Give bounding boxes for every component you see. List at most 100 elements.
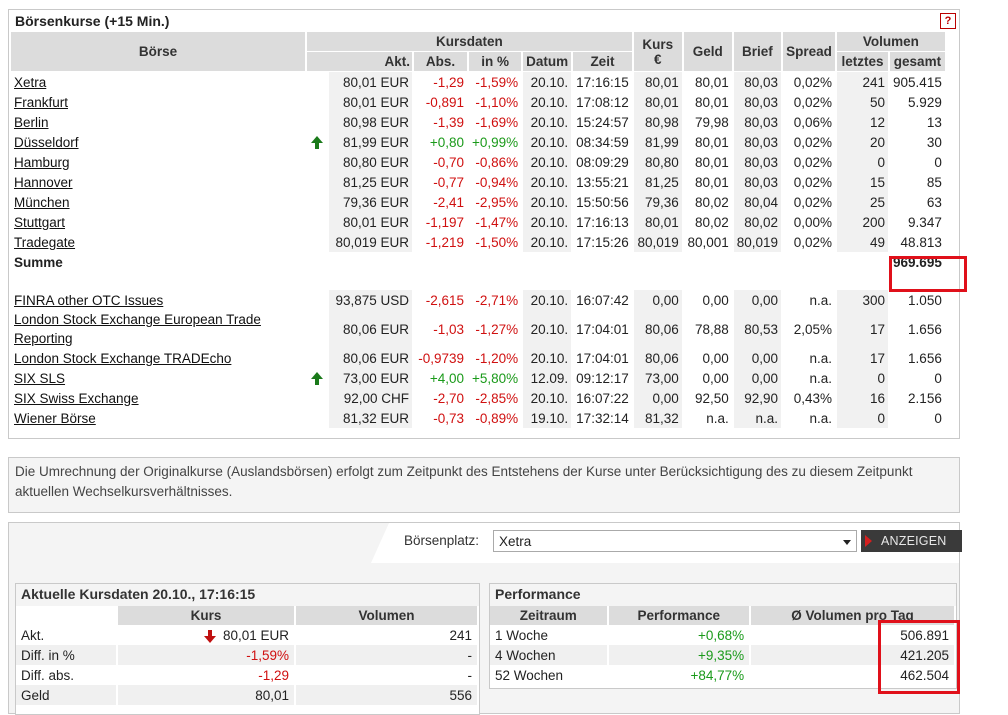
aktuelle-kursdaten-title: Aktuelle Kursdaten 20.10., 17:16:15 [16, 584, 479, 606]
exchange-link[interactable]: Hannover [14, 174, 73, 190]
table-row: SIX SLS 73,00 EUR +4,00 +5,80% 12.09. 09:12:1… [11, 368, 947, 388]
datum-cell: 20.10. [523, 112, 574, 132]
exchange-name-cell: Frankfurt [11, 92, 307, 112]
zeit-cell: 16:07:22 [573, 388, 634, 408]
geld-cell: 80,01 [683, 92, 734, 112]
perf-volumen-cell: 421.205 [751, 645, 956, 665]
col-spread[interactable]: Spread [783, 32, 838, 72]
currency-note: Die Umrechnung der Originalkurse (Auslan… [8, 457, 960, 513]
zeit-cell: 09:12:17 [573, 368, 634, 388]
perf-value-cell: +9,35% [608, 645, 752, 665]
help-button[interactable]: ? [940, 13, 956, 29]
akt-cell: 79,36 EUR [329, 192, 414, 212]
letztes-cell: 25 [837, 192, 891, 212]
exchange-link[interactable]: Xetra [14, 74, 47, 90]
trend-cell [307, 152, 329, 172]
brief-cell: 0,00 [733, 368, 784, 388]
exchange-link[interactable]: Tradegate [14, 234, 76, 250]
aktuelle-kursdaten-box: Aktuelle Kursdaten 20.10., 17:16:15 Kurs… [15, 583, 480, 715]
kurs-cell: 0,00 [633, 290, 684, 310]
letztes-cell: 50 [837, 92, 891, 112]
geld-cell: 78,88 [683, 310, 734, 348]
abs-cell: +4,00 [414, 368, 469, 388]
spread-cell: 0,02% [783, 232, 838, 252]
brief-cell: 0,00 [733, 290, 784, 310]
exchange-link[interactable]: Hamburg [14, 154, 70, 170]
datum-cell: 20.10. [523, 192, 574, 212]
aktuell-label-cell: Diff. abs. [16, 665, 118, 685]
brief-cell: 80,03 [733, 172, 784, 192]
col-gesamt[interactable]: gesamt [890, 52, 947, 72]
zeit-cell: 15:24:57 [573, 112, 634, 132]
col-boerse[interactable]: Börse [11, 32, 307, 72]
aktuell-kurs-cell: 80,01 EUR [118, 625, 296, 645]
col-datum[interactable]: Datum [523, 52, 574, 72]
exchange-link[interactable]: Düsseldorf [14, 134, 79, 150]
exchange-link[interactable]: München [14, 194, 70, 210]
geld-cell: 79,98 [683, 112, 734, 132]
selector-bar-edge [371, 523, 389, 563]
exchange-link[interactable]: FINRA other OTC Issues [14, 292, 164, 308]
akt-cell: 73,00 EUR [329, 368, 414, 388]
exchange-link[interactable]: Berlin [14, 114, 49, 130]
geld-cell: 0,00 [683, 348, 734, 368]
exchange-link[interactable]: SIX Swiss Exchange [14, 390, 139, 406]
akt-cell: 80,01 EUR [329, 92, 414, 112]
exchange-link[interactable]: SIX SLS [14, 370, 66, 386]
akt-cell: 80,80 EUR [329, 152, 414, 172]
geld-cell: 80,01 [683, 152, 734, 172]
letztes-cell: 300 [837, 290, 891, 310]
col-kurs-eur[interactable]: Kurs € [633, 32, 684, 72]
exchange-link[interactable]: London Stock Exchange TRADEcho [14, 350, 232, 366]
abs-cell: -1,29 [414, 72, 469, 92]
perf-volumen-cell: 462.504 [751, 665, 956, 685]
kurs-cell: 81,32 [633, 408, 684, 428]
letztes-cell: 0 [837, 368, 891, 388]
akt-cell: 93,875 USD [329, 290, 414, 310]
col-zeit[interactable]: Zeit [573, 52, 634, 72]
spacer-cell [11, 272, 947, 290]
pct-cell: -1,69% [469, 112, 524, 132]
anzeigen-button[interactable]: ANZEIGEN [861, 530, 962, 552]
col-abs[interactable]: Abs. [414, 52, 469, 72]
perf-zeitraum-cell: 1 Woche [490, 625, 609, 645]
aktuell-kurs-value: -1,29 [258, 667, 289, 683]
abs-cell: -0,891 [414, 92, 469, 112]
col-inpct[interactable]: in % [469, 52, 524, 72]
col-letztes[interactable]: letztes [837, 52, 891, 72]
letztes-cell: 17 [837, 310, 891, 348]
zeit-cell: 17:04:01 [573, 310, 634, 348]
aktuell-col-kurs: Kurs [118, 606, 296, 625]
spread-cell: 0,02% [783, 152, 838, 172]
col-brief[interactable]: Brief [733, 32, 784, 72]
col-geld[interactable]: Geld [683, 32, 734, 72]
col-akt[interactable]: Akt. [307, 52, 414, 72]
table-row: Stuttgart 80,01 EUR -1,197 -1,47% 20.10. 17:1… [11, 212, 947, 232]
aktuell-kurs-cell: -1,29 [118, 665, 296, 685]
zeit-cell: 17:15:26 [573, 232, 634, 252]
brief-cell: 80,53 [733, 310, 784, 348]
exchange-link[interactable]: Stuttgart [14, 214, 66, 230]
exchange-link[interactable]: Wiener Börse [14, 410, 96, 426]
brief-cell: 80,03 [733, 112, 784, 132]
table-row: Frankfurt 80,01 EUR -0,891 -1,10% 20.10. 17:0… [11, 92, 947, 112]
abs-cell: -0,9739 [414, 348, 469, 368]
zeit-cell: 17:08:12 [573, 92, 634, 112]
aktuell-row: Akt. 80,01 EUR 241 [16, 625, 479, 645]
boersenplatz-select[interactable]: Xetra [493, 530, 857, 552]
aktuell-row: Diff. in % -1,59% - [16, 645, 479, 665]
exchange-link-cont[interactable]: Reporting [14, 331, 73, 346]
gesamt-cell: 1.050 [890, 290, 947, 310]
exchange-link[interactable]: Frankfurt [14, 94, 69, 110]
boersenkurse-panel: Börsenkurse (+15 Min.) ? Börse Kursdaten… [8, 9, 967, 439]
akt-cell: 80,01 EUR [329, 72, 414, 92]
geld-cell: n.a. [683, 408, 734, 428]
exchange-name-cell: Hamburg [11, 152, 307, 172]
letztes-cell: 49 [837, 232, 891, 252]
trend-cell [307, 290, 329, 310]
kurs-cell: 80,80 [633, 152, 684, 172]
performance-title: Performance [490, 584, 956, 606]
trend-cell [307, 112, 329, 132]
table-row: Hamburg 80,80 EUR -0,70 -0,86% 20.10. 08:09:2… [11, 152, 947, 172]
exchange-link[interactable]: London Stock Exchange European Trade [14, 312, 261, 327]
